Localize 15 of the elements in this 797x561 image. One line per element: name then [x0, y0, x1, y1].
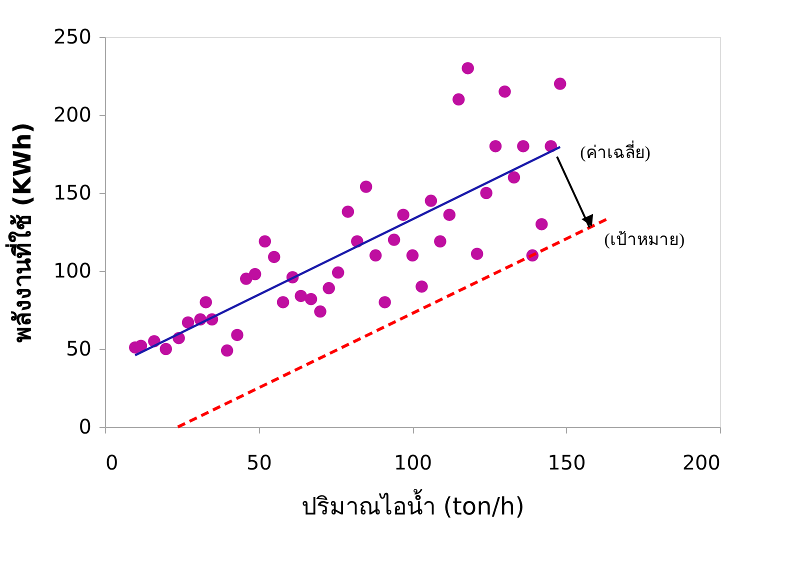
y-axis-title: พลังงานที่ใช้ (KWh)	[4, 122, 36, 343]
x-tick-label: 200	[682, 450, 720, 474]
y-tick-label: 0	[78, 414, 92, 438]
y-tick-label: 50	[66, 336, 92, 360]
y-tick-label: 200	[53, 102, 92, 126]
annotation: (ค่าเฉลี่ย)	[580, 140, 650, 162]
x-tick-label: 150	[548, 450, 586, 474]
x-tick-label: 0	[106, 450, 118, 474]
x-axis-title: ปริมาณไอน้ำ (ton/h)	[302, 488, 524, 520]
y-tick-label: 150	[53, 180, 92, 204]
x-tick-label: 100	[394, 450, 432, 474]
y-tick-label: 100	[53, 258, 92, 282]
y-tick-label: 250	[53, 24, 92, 48]
annotation: (เป้าหมาย)	[604, 230, 685, 249]
x-tick-label: 50	[246, 450, 272, 474]
